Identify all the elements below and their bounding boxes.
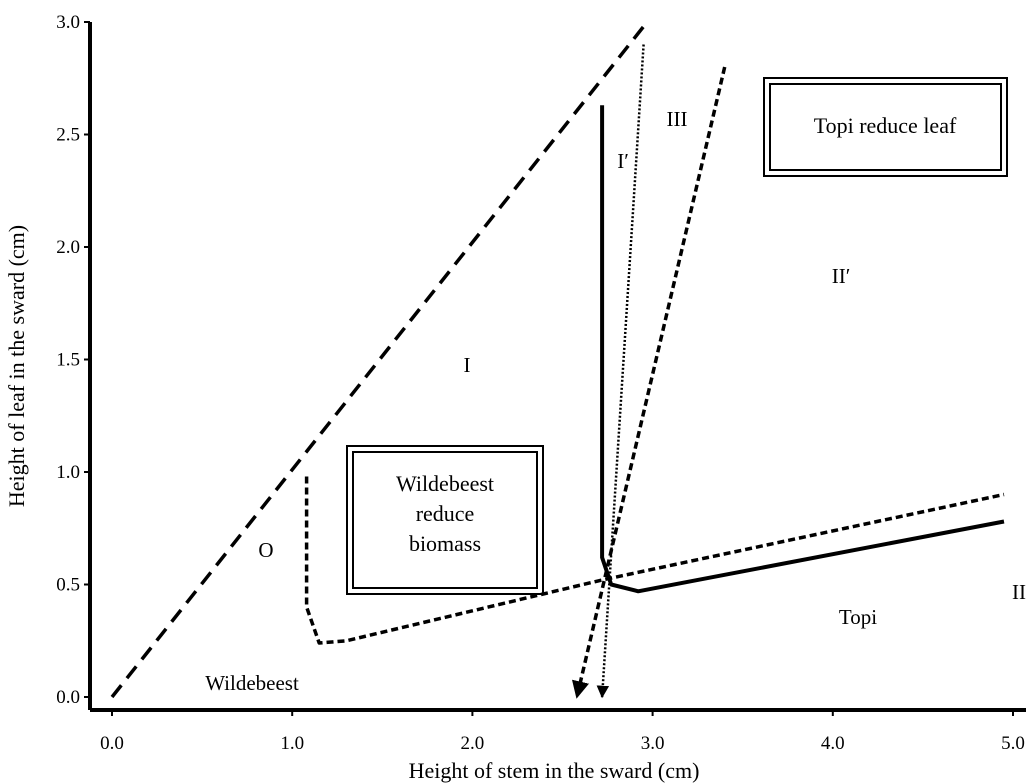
y-tick-label: 3.0 <box>56 12 80 33</box>
box-wildebeest-line-2: reduce <box>416 501 475 526</box>
species-label-wildebeest: Wildebeest <box>205 671 299 695</box>
box-wildebeest-line-3: biomass <box>409 531 481 556</box>
region-label-II: II <box>1012 580 1026 604</box>
axes <box>88 22 1026 712</box>
box-topi-text: Topi reduce leaf <box>814 113 957 138</box>
region-label-I-prime: I′ <box>617 149 629 173</box>
region-label-O: O <box>258 538 273 562</box>
box-topi-reduce-leaf: Topi reduce leaf <box>763 77 1008 177</box>
x-axis-title: Height of stem in the sward (cm) <box>409 758 700 783</box>
x-tick-label: 2.0 <box>461 733 485 754</box>
series-line-2-dotted <box>596 44 645 699</box>
series-line-5-solid <box>600 105 1005 594</box>
region-label-III: III <box>667 107 688 131</box>
box-wildebeest-inner-border <box>352 451 538 589</box>
x-tick-label: 0.0 <box>100 733 124 754</box>
x-tick-label: 3.0 <box>641 733 665 754</box>
series-line-1-dashed-long <box>110 25 645 699</box>
box-topi-inner-border <box>769 83 1002 171</box>
species-label-topi: Topi <box>839 605 877 629</box>
y-tick-label: 0.5 <box>56 575 80 596</box>
region-label-II-prime: II′ <box>832 264 851 288</box>
x-ticks: 0.0 1.0 2.0 3.0 4.0 5.0 <box>100 710 1025 754</box>
box-wildebeest-line-1: Wildebeest <box>396 471 494 496</box>
y-axis-title: Height of leaf in the sward (cm) <box>4 225 29 507</box>
series-line-4-dashed-short <box>304 476 1005 645</box>
box-wildebeest-reduce-biomass: Wildebeest reduce biomass <box>346 445 544 595</box>
box-topi-outer-border <box>763 77 1008 177</box>
y-tick-label: 1.0 <box>56 462 80 483</box>
y-tick-label: 2.0 <box>56 237 80 258</box>
box-wildebeest-outer-border <box>346 445 544 595</box>
y-tick-label: 1.5 <box>56 350 80 371</box>
series-layer <box>110 25 1005 699</box>
series-line-3-dashed-short <box>571 66 727 699</box>
y-ticks: 0.0 0.5 1.0 1.5 2.0 2.5 3.0 <box>56 12 90 708</box>
y-tick-label: 0.0 <box>56 687 80 708</box>
x-tick-label: 1.0 <box>280 733 304 754</box>
y-tick-label: 2.5 <box>56 125 80 146</box>
x-tick-label: 4.0 <box>821 733 845 754</box>
region-label-I: I <box>464 353 471 377</box>
x-tick-label: 5.0 <box>1001 733 1025 754</box>
